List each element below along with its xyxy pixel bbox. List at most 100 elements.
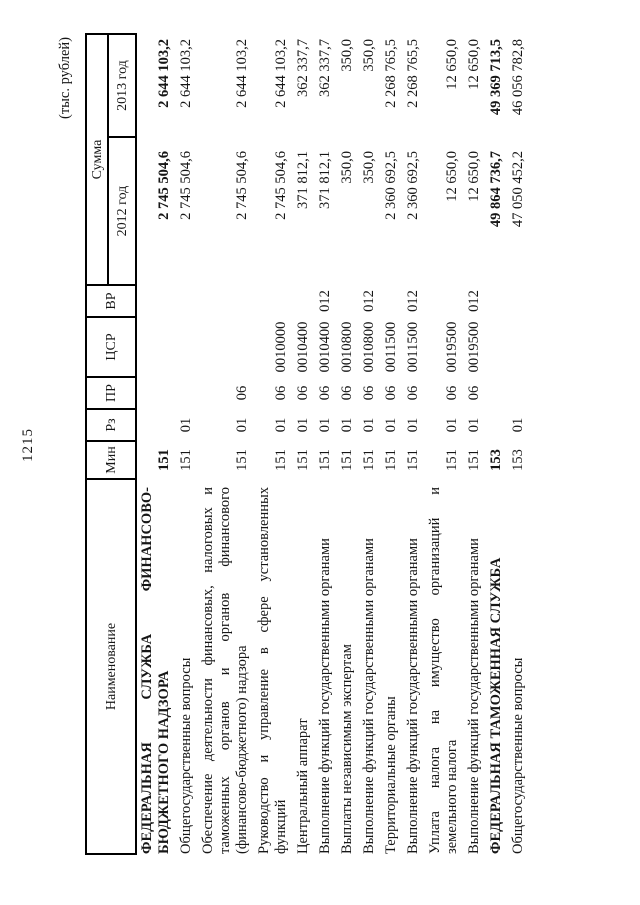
table-row: Обеспечение деятельности финансовых, нал…	[198, 34, 254, 854]
cell-pr: 06	[405, 385, 421, 401]
table-row: ФЕДЕРАЛЬНАЯ ТАМОЖЕННАЯ СЛУЖБА 153 49 864 7…	[486, 34, 508, 854]
cell-sum-2013: 362 337,7	[295, 39, 311, 97]
cell-csr: 0010800	[361, 321, 377, 373]
cell-sum-2012: 49 864 736,7	[488, 151, 504, 228]
cell-sum-2013: 49 369 713,5	[488, 39, 504, 116]
cell-pr	[508, 377, 530, 409]
page-number: 1215	[20, 428, 36, 462]
cell-vr	[293, 285, 315, 317]
col-header-vr: ВР	[86, 285, 136, 317]
col-header-2012: 2012 год	[108, 137, 136, 285]
row-name: Выполнение функций государственными орга…	[317, 538, 333, 854]
cell-rz	[486, 409, 508, 441]
cell-vr	[198, 285, 254, 317]
table-row: Руководство и управление в сфере установ…	[254, 34, 293, 854]
table-row: Общегосударственные вопросы 151 01 2 745 50…	[176, 34, 198, 854]
cell-pr: 06	[273, 385, 289, 401]
cell-csr: 0010400	[295, 321, 311, 373]
col-header-name: Наименование	[86, 479, 136, 854]
cell-min: 151	[273, 449, 289, 471]
table-row: Выполнение функций государственными орга…	[359, 34, 381, 854]
cell-pr: 06	[444, 385, 460, 401]
row-name: Уплата налога на имущество организаций и…	[427, 487, 460, 854]
cell-csr	[486, 317, 508, 377]
col-header-csr: ЦСР	[86, 317, 136, 377]
row-name: ФЕДЕРАЛЬНАЯ СЛУЖБА ФИНАНСОВО- БЮДЖЕТНОГО …	[139, 487, 172, 854]
cell-pr	[486, 377, 508, 409]
cell-sum-2013: 2 644 103,2	[273, 39, 289, 108]
cell-rz: 01	[273, 417, 289, 433]
cell-sum-2013: 2 644 103,2	[156, 39, 172, 108]
cell-csr	[508, 317, 530, 377]
budget-table: Наименование Мин Рз ПР ЦСР ВР Сумма 2012…	[85, 33, 530, 855]
cell-sum-2012: 2 745 504,6	[234, 151, 250, 220]
cell-vr	[425, 285, 464, 317]
table-row: Общегосударственные вопросы 153 01 47 050 4…	[508, 34, 530, 854]
cell-sum-2013: 12 650,0	[466, 39, 482, 90]
cell-rz: 01	[295, 417, 311, 433]
cell-pr: 06	[317, 385, 333, 401]
cell-csr: 0010000	[273, 321, 289, 373]
cell-rz	[136, 409, 176, 441]
cell-sum-2012: 2 360 692,5	[405, 151, 421, 220]
table-row: ФЕДЕРАЛЬНАЯ СЛУЖБА ФИНАНСОВО- БЮДЖЕТНОГО …	[136, 34, 176, 854]
cell-pr	[176, 377, 198, 409]
cell-vr: 012	[317, 290, 333, 312]
cell-sum-2013: 2 644 103,2	[234, 39, 250, 108]
row-name: Руководство и управление в сфере установ…	[256, 487, 289, 854]
cell-csr	[198, 317, 254, 377]
cell-csr: 0019500	[444, 321, 460, 373]
cell-rz: 01	[317, 417, 333, 433]
col-header-rz: Рз	[86, 409, 136, 441]
cell-sum-2012: 350,0	[339, 151, 355, 184]
units-note: (тыс. рублей)	[57, 37, 73, 119]
cell-vr: 012	[405, 290, 421, 312]
cell-vr	[486, 285, 508, 317]
cell-min: 153	[510, 449, 526, 471]
row-name: Обеспечение деятельности финансовых, нал…	[200, 487, 250, 854]
cell-min: 151	[466, 449, 482, 471]
cell-min: 151	[361, 449, 377, 471]
cell-rz: 01	[178, 417, 194, 433]
cell-pr: 06	[466, 385, 482, 401]
cell-sum-2013: 2 644 103,2	[178, 39, 194, 108]
table-body: ФЕДЕРАЛЬНАЯ СЛУЖБА ФИНАНСОВО- БЮДЖЕТНОГО …	[136, 34, 530, 854]
cell-pr: 06	[339, 385, 355, 401]
cell-rz: 01	[383, 417, 399, 433]
cell-sum-2012: 12 650,0	[466, 151, 482, 202]
row-name: Общегосударственные вопросы	[178, 657, 194, 854]
cell-vr: 012	[361, 290, 377, 312]
cell-sum-2013: 12 650,0	[444, 39, 460, 90]
row-name: Центральный аппарат	[295, 718, 311, 854]
cell-csr: 0010400	[317, 321, 333, 373]
cell-min: 151	[295, 449, 311, 471]
col-header-2013: 2013 год	[108, 34, 136, 137]
table-row: Выполнение функций государственными орга…	[315, 34, 337, 854]
cell-sum-2012: 2 360 692,5	[383, 151, 399, 220]
cell-min: 151	[178, 449, 194, 471]
cell-pr	[136, 377, 176, 409]
cell-sum-2013: 2 268 765,5	[383, 39, 399, 108]
cell-sum-2012: 2 745 504,6	[156, 151, 172, 220]
cell-rz: 01	[405, 417, 421, 433]
cell-sum-2013: 362 337,7	[317, 39, 333, 97]
table-row: Территориальные органы 151 01 06 0011500 2 36…	[381, 34, 403, 854]
cell-pr: 06	[234, 385, 250, 401]
cell-rz: 01	[361, 417, 377, 433]
row-name: Выполнение функций государственными орга…	[466, 538, 482, 854]
cell-csr	[176, 317, 198, 377]
cell-vr	[254, 285, 293, 317]
cell-vr	[381, 285, 403, 317]
cell-sum-2012: 350,0	[361, 151, 377, 184]
table-row: Уплата налога на имущество организаций и…	[425, 34, 464, 854]
cell-sum-2012: 371 812,1	[317, 151, 333, 209]
cell-vr	[176, 285, 198, 317]
cell-min: 153	[488, 449, 504, 471]
row-name: ФЕДЕРАЛЬНАЯ ТАМОЖЕННАЯ СЛУЖБА	[488, 557, 504, 854]
cell-sum-2012: 47 050 452,2	[510, 151, 526, 228]
cell-min: 151	[444, 449, 460, 471]
cell-vr	[337, 285, 359, 317]
cell-vr: 012	[466, 290, 482, 312]
cell-pr: 06	[383, 385, 399, 401]
table-row: Выполнение функций государственными орга…	[403, 34, 425, 854]
